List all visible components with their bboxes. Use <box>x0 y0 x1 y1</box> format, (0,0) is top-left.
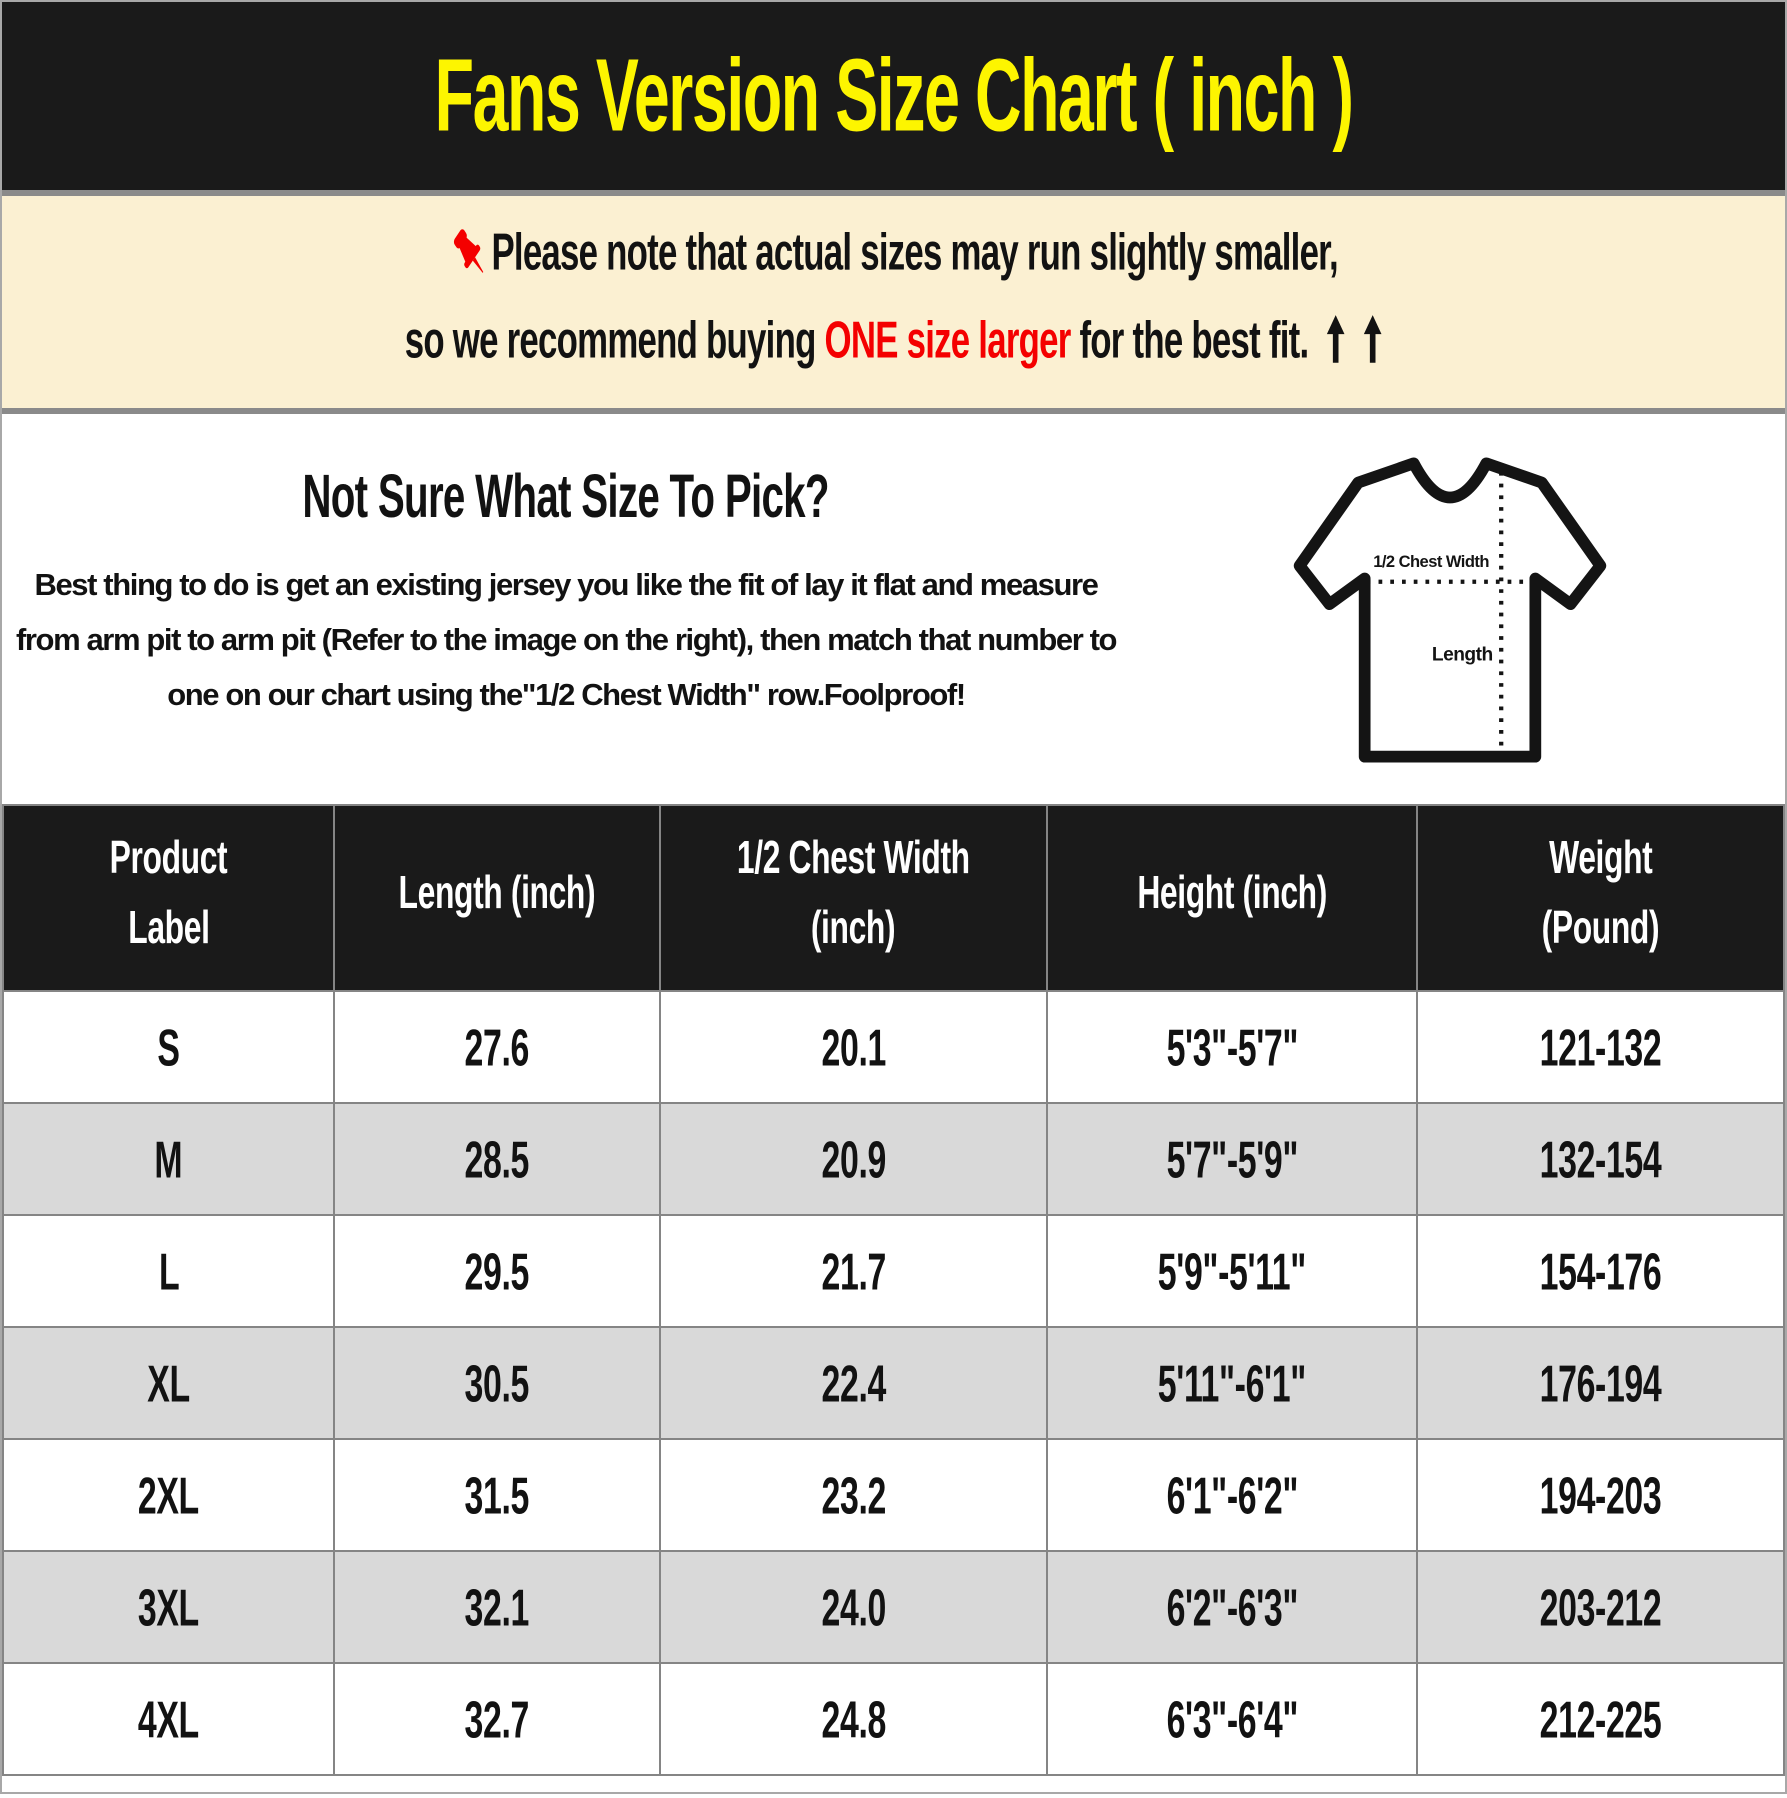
chest-width-label: 1/2 Chest Width <box>1373 552 1489 571</box>
cell-chest: 24.8 <box>659 1662 1048 1776</box>
cell-height: 5'9"-5'11" <box>1045 1214 1419 1328</box>
cell-length: 28.5 <box>333 1102 662 1216</box>
guide-body: Best thing to do is get an existing jers… <box>15 567 1117 712</box>
cell-weight: 121-132 <box>1416 990 1785 1104</box>
cell-chest: 24.0 <box>659 1550 1048 1664</box>
tshirt-diagram: 1/2 Chest Width Length <box>1293 457 1607 763</box>
col-header-chest-width: 1/2 Chest Width (inch) <box>659 804 1048 992</box>
table-row: XL 30.5 22.4 5'11"-6'1" 176-194 <box>1 1326 1785 1440</box>
cell-weight: 212-225 <box>1416 1662 1785 1776</box>
cell-height: 5'3"-5'7" <box>1045 990 1419 1104</box>
cell-size-label: 2XL <box>1 1438 336 1552</box>
cell-height: 5'11"-6'1" <box>1045 1326 1419 1440</box>
cell-size-label: S <box>1 990 336 1104</box>
notice-text-2-post: for the best fit. <box>1070 310 1309 369</box>
cell-length: 29.5 <box>333 1214 662 1328</box>
cell-size-label: 4XL <box>1 1662 336 1776</box>
cell-weight: 176-194 <box>1416 1326 1785 1440</box>
notice-line-2: so we recommend buying ONE size larger f… <box>233 302 1554 390</box>
col-header-height: Height (inch) <box>1045 804 1419 992</box>
cell-size-label: M <box>1 1102 336 1216</box>
cell-height: 6'2"-6'3" <box>1045 1550 1419 1664</box>
up-arrow-icon <box>1363 315 1382 363</box>
cell-length: 31.5 <box>333 1438 662 1552</box>
section-divider <box>2 408 1785 414</box>
page-title: Fans Version Size Chart ( inch ) <box>434 38 1354 153</box>
notice-text-2-pre: so we recommend buying <box>404 310 825 369</box>
cell-height: 5'7"-5'9" <box>1045 1102 1419 1216</box>
sizing-guide-text: Not Sure What Size To Pick? Best thing t… <box>6 460 1126 722</box>
cell-weight: 154-176 <box>1416 1214 1785 1328</box>
title-banner: Fans Version Size Chart ( inch ) <box>2 2 1785 190</box>
cell-length: 32.1 <box>333 1550 662 1664</box>
notice-text-1: Please note that actual sizes may run sl… <box>490 222 1338 281</box>
cell-weight: 132-154 <box>1416 1102 1785 1216</box>
size-table: Product Label Length (inch) 1/2 Chest Wi… <box>1 804 1785 1776</box>
col-header-product-label: Product Label <box>1 804 336 992</box>
table-row: S 27.6 20.1 5'3"-5'7" 121-132 <box>1 990 1785 1104</box>
cell-chest: 20.9 <box>659 1102 1048 1216</box>
cell-chest: 22.4 <box>659 1326 1048 1440</box>
cell-length: 32.7 <box>333 1662 662 1776</box>
cell-length: 27.6 <box>333 990 662 1104</box>
cell-weight: 203-212 <box>1416 1550 1785 1664</box>
cell-length: 30.5 <box>333 1326 662 1440</box>
cell-height: 6'3"-6'4" <box>1045 1662 1419 1776</box>
guide-heading: Not Sure What Size To Pick? <box>302 460 830 531</box>
cell-size-label: 3XL <box>1 1550 336 1664</box>
table-row: 4XL 32.7 24.8 6'3"-6'4" 212-225 <box>1 1662 1785 1776</box>
col-header-length: Length (inch) <box>333 804 662 992</box>
notice-section: Please note that actual sizes may run sl… <box>2 196 1785 408</box>
cell-height: 6'1"-6'2" <box>1045 1438 1419 1552</box>
table-row: 2XL 31.5 23.2 6'1"-6'2" 194-203 <box>1 1438 1785 1552</box>
notice-highlight: ONE size larger <box>824 310 1071 369</box>
notice-line-1: Please note that actual sizes may run sl… <box>294 214 1494 302</box>
cell-chest: 21.7 <box>659 1214 1048 1328</box>
cell-size-label: L <box>1 1214 336 1328</box>
cell-chest: 23.2 <box>659 1438 1048 1552</box>
table-row: L 29.5 21.7 5'9"-5'11" 154-176 <box>1 1214 1785 1328</box>
length-label: Length <box>1432 645 1493 666</box>
col-header-weight: Weight (Pound) <box>1416 804 1785 992</box>
pushpin-icon <box>453 229 483 273</box>
tshirt-outline <box>1293 457 1607 763</box>
table-row: M 28.5 20.9 5'7"-5'9" 132-154 <box>1 1102 1785 1216</box>
table-row: 3XL 32.1 24.0 6'2"-6'3" 203-212 <box>1 1550 1785 1664</box>
table-header-row: Product Label Length (inch) 1/2 Chest Wi… <box>1 804 1785 992</box>
cell-weight: 194-203 <box>1416 1438 1785 1552</box>
cell-size-label: XL <box>1 1326 336 1440</box>
cell-chest: 20.1 <box>659 990 1048 1104</box>
sizing-guide-section: Not Sure What Size To Pick? Best thing t… <box>2 414 1785 804</box>
up-arrow-icon <box>1326 315 1345 363</box>
section-divider <box>2 190 1785 196</box>
